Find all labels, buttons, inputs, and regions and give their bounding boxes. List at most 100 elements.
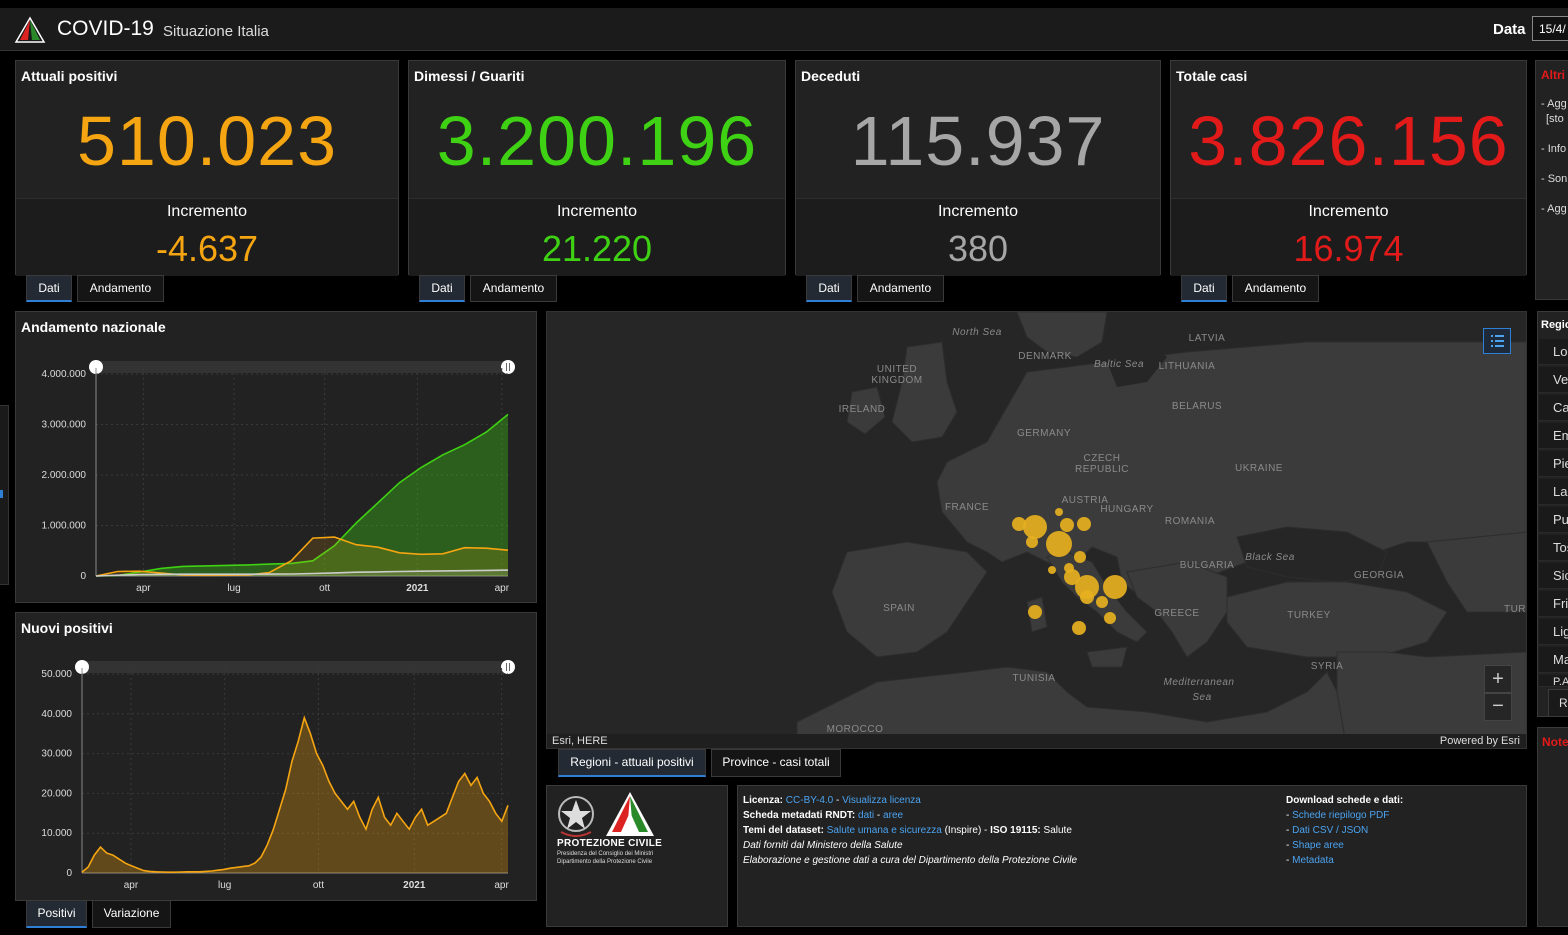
y-tick-label: 0	[80, 571, 86, 582]
x-tick-label: 2021	[406, 583, 429, 594]
kpi-attuali-positivi: Attuali positivi 510.023 Incremento -4.6…	[15, 60, 399, 276]
licenza-link[interactable]: CC-BY-4.0	[785, 795, 834, 806]
info-panel: Altri - Agg [sto - Info - Son - Agg	[1535, 60, 1568, 300]
new-positives-chart[interactable]: 50.000 40.000 30.000 20.000 10.000 0 apr lug ott…	[16, 613, 538, 902]
range-slider-handle-left	[75, 660, 89, 674]
tab-positivi[interactable]: Positivi	[26, 900, 87, 928]
x-tick-label: apr	[495, 583, 510, 594]
region-item[interactable]: Lig	[1539, 619, 1568, 645]
region-item[interactable]: Pie	[1539, 451, 1568, 477]
download-pdf-link[interactable]: Schede riepilogo PDF	[1292, 810, 1390, 821]
side-collapse-handle[interactable]	[0, 405, 9, 585]
region-bubble	[1074, 551, 1086, 563]
map-label: KINGDOM	[871, 375, 922, 386]
series-line	[95, 569, 509, 577]
regions-footer-tab[interactable]: R	[1548, 689, 1568, 717]
region-item[interactable]: Sic	[1539, 563, 1568, 589]
map-label: Baltic Sea	[1094, 359, 1144, 370]
seal-line: Presidenza del Consiglio dei Ministri	[557, 851, 654, 857]
new-positives-panel: Nuovi positivi 50.000 40.000 30.000 20.000 1…	[15, 612, 537, 901]
download-metadata-link[interactable]: Metadata	[1292, 855, 1334, 866]
zoom-out-button[interactable]: −	[1484, 693, 1512, 721]
kpi-increment-label: Incremento	[556, 203, 638, 220]
map-label: SPAIN	[883, 603, 915, 614]
map-label: REPUBLIC	[1075, 464, 1129, 475]
kpi-value: 115.937	[850, 102, 1106, 180]
map-label: CZECH	[1084, 453, 1121, 464]
y-tick-label: 3.000.000	[42, 420, 87, 431]
info-panel-title: Altri	[1541, 68, 1565, 82]
region-item[interactable]: Lo	[1539, 339, 1568, 365]
series-area	[82, 717, 508, 873]
map-powered-by: Powered by Esri	[1439, 735, 1520, 747]
kpi-increment-area	[1171, 198, 1526, 276]
tab-dati-guariti[interactable]: Dati	[419, 275, 465, 302]
region-item[interactable]: Ma	[1539, 647, 1568, 673]
region-bubble	[1077, 517, 1091, 531]
map-label: LITHUANIA	[1159, 361, 1216, 372]
info-line: [sto	[1546, 113, 1564, 125]
map-label: MOROCCO	[827, 724, 884, 735]
tab-andamento-guariti[interactable]: Andamento	[470, 275, 557, 302]
national-trend-chart[interactable]: 4.000.000 3.000.000 2.000.000 1.000.000 0 apr…	[16, 312, 538, 604]
region-item[interactable]: P.A.	[1539, 675, 1568, 687]
region-bubble	[1080, 590, 1094, 604]
data-source-note: Dati forniti dal Ministero della Salute	[743, 840, 903, 851]
region-bubble	[1046, 531, 1072, 557]
notes-title: Note	[1542, 735, 1568, 749]
info-line: - Agg	[1541, 203, 1567, 215]
zoom-in-button[interactable]: +	[1484, 665, 1512, 693]
x-tick-label: 2021	[403, 880, 426, 891]
info-line: - Son	[1541, 173, 1568, 185]
map-label: TURKEY	[1287, 610, 1331, 621]
range-slider-handle-right	[501, 660, 515, 674]
map-label: Sea	[1192, 692, 1211, 703]
temi-link[interactable]: Salute umana e sicurezza	[826, 825, 942, 836]
licenza-label: Licenza:	[743, 795, 784, 806]
region-item[interactable]: Ve	[1539, 367, 1568, 393]
map-label: GEORGIA	[1354, 570, 1404, 581]
kpi-dimessi-guariti: Dimessi / Guariti 3.200.196 Incremento 2…	[408, 60, 786, 276]
y-tick-label: 50.000	[41, 669, 72, 680]
date-selector[interactable]: 15/4/	[1532, 16, 1568, 41]
view-license-link[interactable]: Visualizza licenza	[842, 795, 921, 806]
tab-dati-deceduti[interactable]: Dati	[806, 275, 852, 302]
map-attribution-bar	[547, 734, 1526, 748]
download-csv-link[interactable]: Dati CSV / JSON	[1292, 825, 1369, 836]
kpi-increment-label: Incremento	[1308, 203, 1389, 220]
x-tick-label: ott	[313, 880, 324, 891]
region-item[interactable]: Pu	[1539, 507, 1568, 533]
kpi-value: 510.023	[76, 102, 338, 180]
range-slider-track	[82, 661, 508, 673]
x-tick-label: lug	[218, 880, 231, 891]
tab-dati-positivi[interactable]: Dati	[26, 275, 72, 302]
region-item[interactable]: Ca	[1539, 395, 1568, 421]
rndt-dati-link[interactable]: dati	[858, 810, 875, 821]
region-bubble	[1055, 508, 1063, 516]
rndt-aree-link[interactable]: aree	[883, 810, 904, 821]
range-slider-track	[96, 361, 508, 373]
tab-andamento-totale[interactable]: Andamento	[1232, 275, 1319, 302]
region-item[interactable]: Laz	[1539, 479, 1568, 505]
dataset-info-text: Licenza: CC-BY-4.0 - Visualizza licenza …	[743, 795, 1078, 866]
region-item[interactable]: Fri	[1539, 591, 1568, 617]
range-slider-handle-left	[89, 360, 103, 374]
map-label: GERMANY	[1017, 428, 1071, 439]
region-item[interactable]: Tos	[1539, 535, 1568, 561]
region-bubble	[1048, 566, 1056, 574]
kpi-value: 3.826.156	[1188, 102, 1509, 180]
download-shape-link[interactable]: Shape aree	[1292, 840, 1344, 851]
data-processing-note: Elaborazione e gestione dati a cura del …	[743, 855, 1078, 866]
tab-variazione[interactable]: Variazione	[92, 900, 171, 928]
kpi-increment-value: 16.974	[1293, 228, 1404, 269]
tab-andamento-positivi[interactable]: Andamento	[77, 275, 164, 302]
region-item[interactable]: Em	[1539, 423, 1568, 449]
tab-andamento-deceduti[interactable]: Andamento	[857, 275, 944, 302]
kpi-increment-area	[409, 198, 785, 276]
tab-regioni-attuali-positivi[interactable]: Regioni - attuali positivi	[558, 749, 706, 777]
y-tick-label: 30.000	[41, 749, 72, 760]
tab-dati-totale[interactable]: Dati	[1181, 275, 1227, 302]
tab-province-casi-totali[interactable]: Province - casi totali	[711, 749, 841, 777]
map-view[interactable]: North Sea DENMARK Baltic Sea LATVIA LITHUANI…	[546, 311, 1527, 749]
legend-toggle-button[interactable]	[1483, 328, 1511, 354]
